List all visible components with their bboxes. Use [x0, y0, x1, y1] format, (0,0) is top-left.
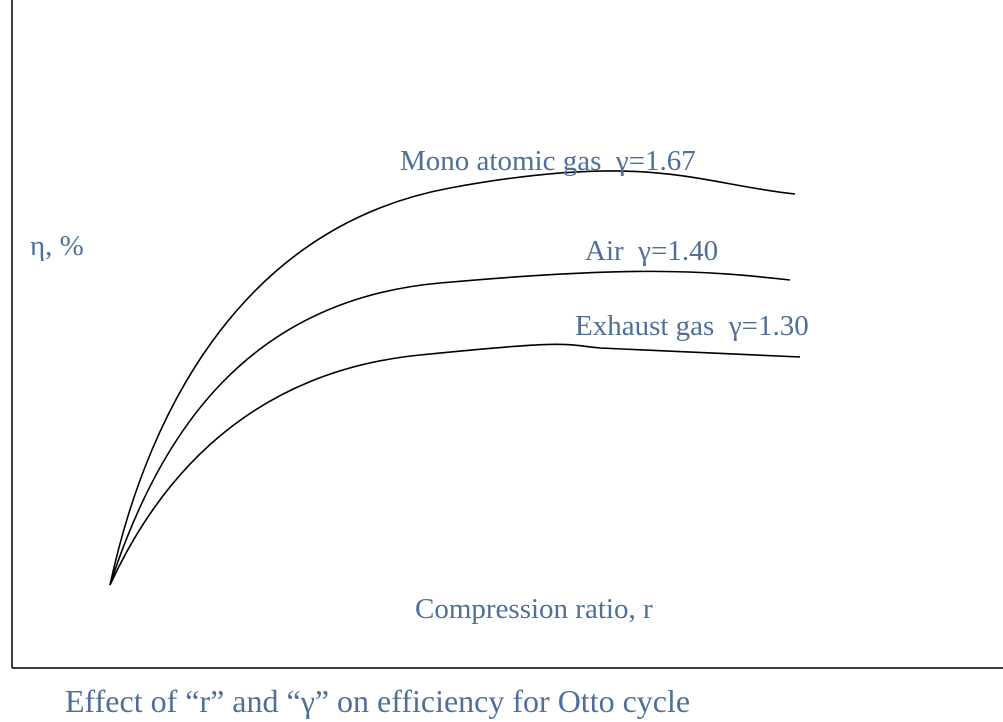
- curve-mono: [109, 170, 796, 586]
- curve-exhaust: [109, 343, 801, 586]
- y-axis-label: η, %: [30, 230, 84, 262]
- curve-air: [109, 270, 791, 586]
- x-axis-label: Compression ratio, r: [415, 593, 653, 625]
- curve-label: Exhaust gas γ=1.30: [575, 310, 809, 342]
- caption: Effect of “r” and “γ” on efficiency for …: [65, 683, 690, 719]
- curve-label: Air γ=1.40: [585, 235, 718, 267]
- curve-label: Mono atomic gas γ=1.67: [400, 145, 696, 177]
